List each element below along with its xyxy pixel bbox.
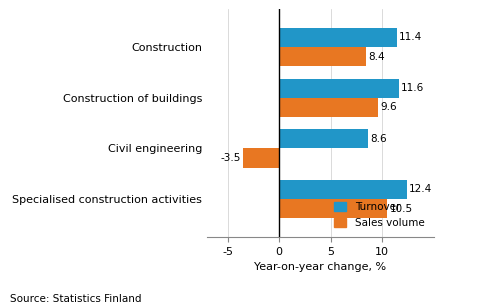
Text: 8.6: 8.6	[370, 134, 387, 144]
Text: -3.5: -3.5	[221, 153, 241, 163]
Bar	[279, 199, 387, 218]
Text: 8.4: 8.4	[368, 52, 385, 62]
Bar	[279, 78, 399, 98]
Text: 9.6: 9.6	[380, 102, 397, 112]
Bar	[279, 47, 366, 66]
Bar	[279, 180, 407, 199]
Text: Source: Statistics Finland: Source: Statistics Finland	[10, 294, 141, 304]
Text: 11.4: 11.4	[399, 33, 422, 43]
Bar	[279, 98, 378, 117]
X-axis label: Year-on-year change, %: Year-on-year change, %	[254, 262, 387, 272]
Bar	[279, 28, 397, 47]
Bar	[243, 148, 279, 168]
Bar	[279, 129, 368, 148]
Text: 10.5: 10.5	[389, 204, 413, 214]
Text: 11.6: 11.6	[401, 83, 424, 93]
Text: 12.4: 12.4	[409, 185, 432, 195]
Legend: Turnover, Sales volume: Turnover, Sales volume	[330, 198, 428, 232]
